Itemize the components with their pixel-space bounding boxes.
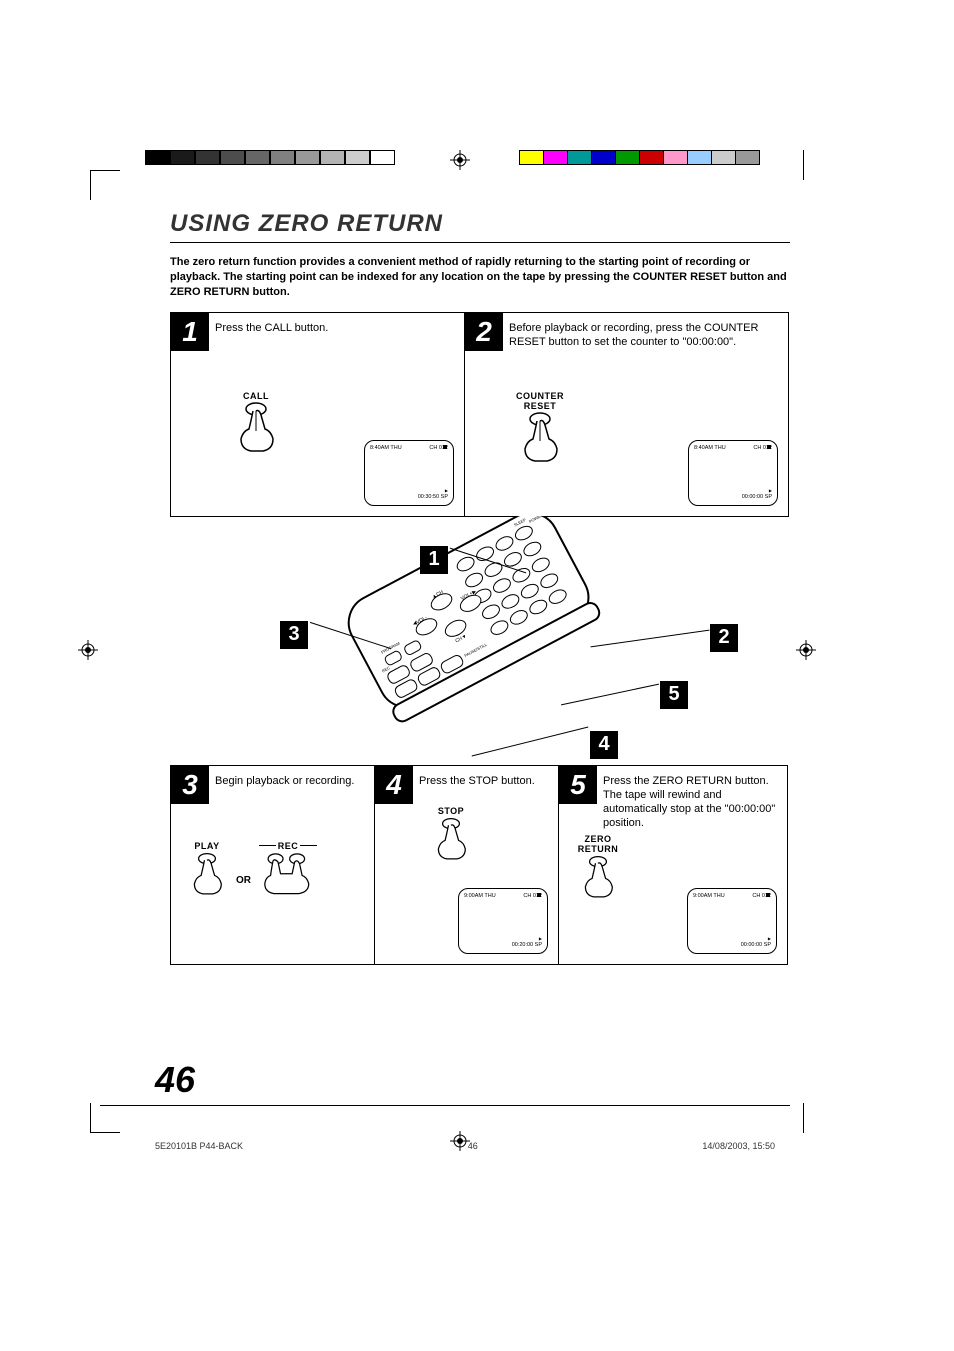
lcd-mode: SP: [764, 942, 771, 948]
lcd-time: 8:40AM THU: [694, 445, 726, 451]
grayscale-calibration-bar: [145, 150, 395, 165]
crop-mark: [90, 170, 120, 200]
lcd-mode: SP: [441, 494, 448, 500]
lcd-display: 8:40AM THUCH 012 ▶00:30:50 SP: [364, 440, 454, 506]
color-calibration-bar: [520, 150, 760, 165]
footer-divider: [100, 1105, 790, 1106]
step-3-box: 3 Begin playback or recording. PLAY OR R…: [170, 765, 375, 965]
lcd-time: 9:00AM THU: [693, 893, 725, 899]
remote-diagram: ▲CH CH▼ ◀VOL- VOL+▶ PROGRAM PAUSE/STILL …: [170, 516, 790, 766]
step-4-box: 4 Press the STOP button. STOP 9:00AM THU…: [374, 765, 559, 965]
registration-mark-icon: [796, 640, 816, 660]
step-4-text: Press the STOP button.: [419, 774, 548, 788]
intro-text: The zero return function provides a conv…: [170, 255, 790, 300]
step-number-badge: 1: [171, 313, 209, 351]
crop-mark: [792, 1103, 804, 1133]
rec-button-label: REC: [259, 841, 317, 851]
step-5-box: 5 Press the ZERO RETURN button. The tape…: [558, 765, 788, 965]
lcd-mode: SP: [765, 494, 772, 500]
footer-doc: 5E20101B P44-BACK: [155, 1141, 243, 1151]
press-two-hand-icon: [259, 851, 317, 899]
callout-2: 2: [710, 624, 738, 652]
zero-return-label: ZERO RETURN: [577, 834, 619, 854]
callout-5: 5: [660, 681, 688, 709]
play-button-label: PLAY: [186, 841, 228, 851]
lcd-mode: SP: [535, 942, 542, 948]
step-5-text: Press the ZERO RETURN button. The tape w…: [603, 774, 777, 831]
step-number-badge: 4: [375, 766, 413, 804]
step-number-badge: 5: [559, 766, 597, 804]
footer: 5E20101B P44-BACK 46 14/08/2003, 15:50: [155, 1141, 775, 1151]
remote-control-icon: ▲CH CH▼ ◀VOL- VOL+▶ PROGRAM PAUSE/STILL …: [310, 516, 660, 766]
callout-1: 1: [420, 546, 448, 574]
press-hand-icon: [577, 854, 619, 902]
step-1-text: Press the CALL button.: [215, 321, 454, 335]
lcd-time: 8:40AM THU: [370, 445, 402, 451]
step-2-box: 2 Before playback or recording, press th…: [464, 312, 789, 517]
registration-mark-icon: [450, 150, 470, 170]
lcd-display: 9:00AM THUCH 012 ▶00:00:00 SP: [687, 888, 777, 954]
press-hand-icon: [231, 401, 281, 456]
lcd-display: 8:40AM THUCH 012 ▶00:00:00 SP: [688, 440, 778, 506]
page-number: 46: [155, 1059, 195, 1101]
page-title: USING ZERO RETURN: [170, 210, 790, 243]
or-label: OR: [236, 875, 251, 886]
step-3-text: Begin playback or recording.: [215, 774, 364, 788]
registration-mark-icon: [78, 640, 98, 660]
lcd-display: 9:00AM THUCH 012 ▶00:20:00 SP: [458, 888, 548, 954]
step-number-badge: 3: [171, 766, 209, 804]
crop-mark: [792, 150, 804, 180]
press-hand-icon: [515, 411, 565, 466]
callout-3: 3: [280, 621, 308, 649]
press-hand-icon: [430, 816, 472, 864]
footer-date: 14/08/2003, 15:50: [702, 1141, 775, 1151]
lcd-counter: 00:00:00: [741, 942, 762, 948]
press-hand-icon: [186, 851, 228, 899]
counter-reset-label: COUNTER RESET: [515, 391, 565, 411]
step-2-text: Before playback or recording, press the …: [509, 321, 778, 350]
crop-mark: [90, 1103, 120, 1133]
callout-4: 4: [590, 731, 618, 759]
step-1-box: 1 Press the CALL button. CALL 8:40AM THU…: [170, 312, 465, 517]
lcd-counter: 00:30:50: [418, 494, 439, 500]
lcd-counter: 00:00:00: [742, 494, 763, 500]
stop-button-label: STOP: [430, 806, 472, 816]
footer-page: 46: [468, 1141, 478, 1151]
lcd-time: 9:00AM THU: [464, 893, 496, 899]
lcd-counter: 00:20:00: [512, 942, 533, 948]
step-number-badge: 2: [465, 313, 503, 351]
call-button-label: CALL: [231, 391, 281, 401]
